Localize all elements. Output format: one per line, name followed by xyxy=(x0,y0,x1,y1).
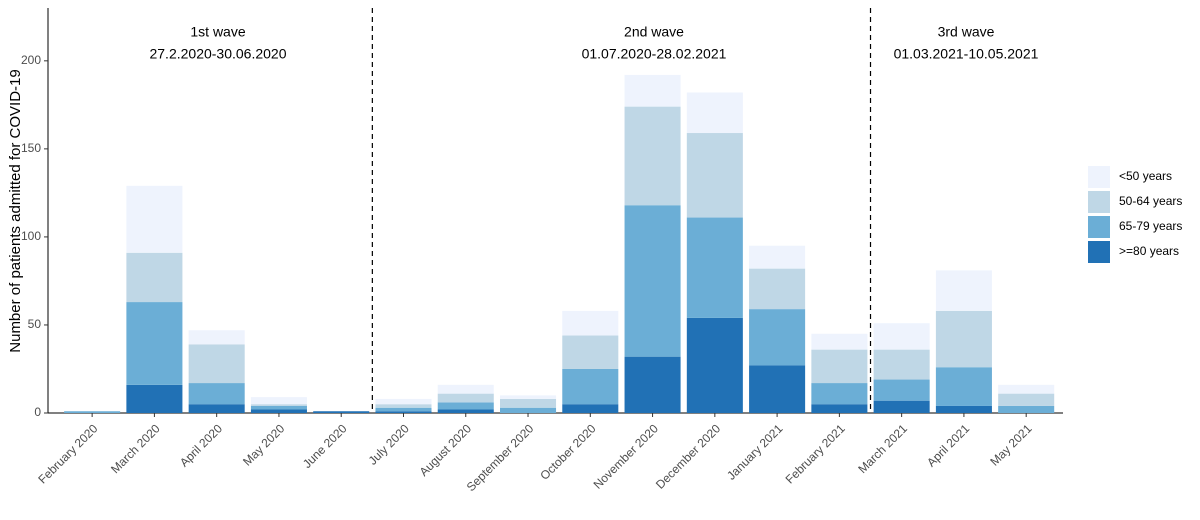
bar-segment xyxy=(500,407,557,413)
y-tick-label: 100 xyxy=(21,229,41,243)
y-tick-label: 150 xyxy=(21,141,41,155)
bar-segment xyxy=(749,268,806,310)
wave-period: 01.07.2020-28.02.2021 xyxy=(582,46,727,62)
bar-segment xyxy=(811,333,868,350)
bar-segment xyxy=(749,245,806,269)
bar-segment xyxy=(375,404,432,408)
wave-label: 3rd wave xyxy=(938,24,995,40)
bar-segment xyxy=(998,393,1055,406)
x-tick-label: March 2020 xyxy=(108,421,163,476)
bar-segment xyxy=(686,92,743,134)
bar-segment xyxy=(873,400,930,413)
bar-segment xyxy=(126,302,183,385)
x-tick-label: November 2020 xyxy=(591,421,662,492)
bar-segment xyxy=(811,349,868,384)
bar-segment xyxy=(873,349,930,380)
wave-label: 2nd wave xyxy=(624,24,684,40)
bar-segment xyxy=(437,409,494,413)
bar-segment xyxy=(873,379,930,401)
bar-segment xyxy=(188,344,245,384)
bar-segment xyxy=(250,404,307,406)
bar-segment xyxy=(126,384,183,413)
x-tick-label: December 2020 xyxy=(653,421,724,492)
y-tick-label: 200 xyxy=(21,53,41,67)
legend-label: 50-64 years xyxy=(1119,194,1182,208)
bar-segment xyxy=(686,133,743,218)
x-tick-label: February 2020 xyxy=(35,421,100,486)
bar-segment xyxy=(375,411,432,413)
x-tick-label: February 2021 xyxy=(783,421,848,486)
bar-segment xyxy=(935,367,992,406)
x-tick-label: August 2020 xyxy=(417,421,475,479)
bar-segment xyxy=(624,356,681,413)
bar-segment xyxy=(624,74,681,107)
x-tick-label: April 2020 xyxy=(177,421,225,469)
legend-swatch xyxy=(1088,166,1110,188)
bar-segment xyxy=(998,405,1055,413)
legend-swatch xyxy=(1088,241,1110,263)
bar-segment xyxy=(250,397,307,405)
bar-segment xyxy=(749,309,806,366)
y-tick-label: 0 xyxy=(34,405,41,419)
x-tick-label: June 2020 xyxy=(300,421,350,471)
x-tick-label: March 2021 xyxy=(855,421,910,476)
bar-segment xyxy=(375,398,432,405)
x-tick-label: May 2020 xyxy=(240,421,287,468)
bar-segment xyxy=(250,405,307,410)
wave-label: 1st wave xyxy=(190,24,245,40)
bar-segment xyxy=(935,405,992,413)
bar-segment xyxy=(437,393,494,403)
bar-segment xyxy=(500,395,557,399)
bar-segment xyxy=(686,317,743,413)
bar-segment xyxy=(935,270,992,311)
bar-segment xyxy=(686,217,743,318)
bar-segment xyxy=(250,409,307,413)
bar-segment xyxy=(188,330,245,345)
legend-label: <50 years xyxy=(1119,169,1172,183)
legend-swatch xyxy=(1088,216,1110,238)
x-tick-label: October 2020 xyxy=(537,421,599,483)
bar-segment xyxy=(811,404,868,413)
bar-segment xyxy=(375,407,432,412)
bar-segment xyxy=(998,384,1055,394)
bar-segment xyxy=(313,411,370,413)
bar-segment xyxy=(188,383,245,405)
x-tick-label: July 2020 xyxy=(366,421,412,467)
bar-segment xyxy=(624,205,681,357)
bar-segment xyxy=(749,365,806,413)
x-tick-label: April 2021 xyxy=(924,421,972,469)
bar-segment xyxy=(562,368,619,405)
y-tick-label: 50 xyxy=(28,317,42,331)
bar-segment xyxy=(437,384,494,394)
bar-segment xyxy=(873,323,930,350)
legend-label: >=80 years xyxy=(1119,244,1179,258)
x-tick-label: January 2021 xyxy=(724,421,786,483)
wave-period: 27.2.2020-30.06.2020 xyxy=(149,46,286,62)
x-tick-label: September 2020 xyxy=(464,421,537,494)
legend-label: 65-79 years xyxy=(1119,219,1182,233)
legend-swatch xyxy=(1088,191,1110,213)
bar-segment xyxy=(562,335,619,369)
bar-segment xyxy=(437,402,494,410)
bar-segment xyxy=(562,404,619,413)
bar-segment xyxy=(935,310,992,368)
bar-segment xyxy=(562,310,619,336)
bar-segment xyxy=(126,252,183,303)
x-tick-label: May 2021 xyxy=(987,421,1034,468)
bar-segment xyxy=(624,106,681,206)
wave-period: 01.03.2021-10.05.2021 xyxy=(894,46,1039,62)
bar-segment xyxy=(500,398,557,408)
bar-segment xyxy=(188,404,245,413)
bar-segment xyxy=(126,185,183,253)
y-axis-title: Number of patients admitted for COVID-19 xyxy=(7,69,24,352)
bar-segment xyxy=(64,411,121,413)
bar-segment xyxy=(811,383,868,405)
